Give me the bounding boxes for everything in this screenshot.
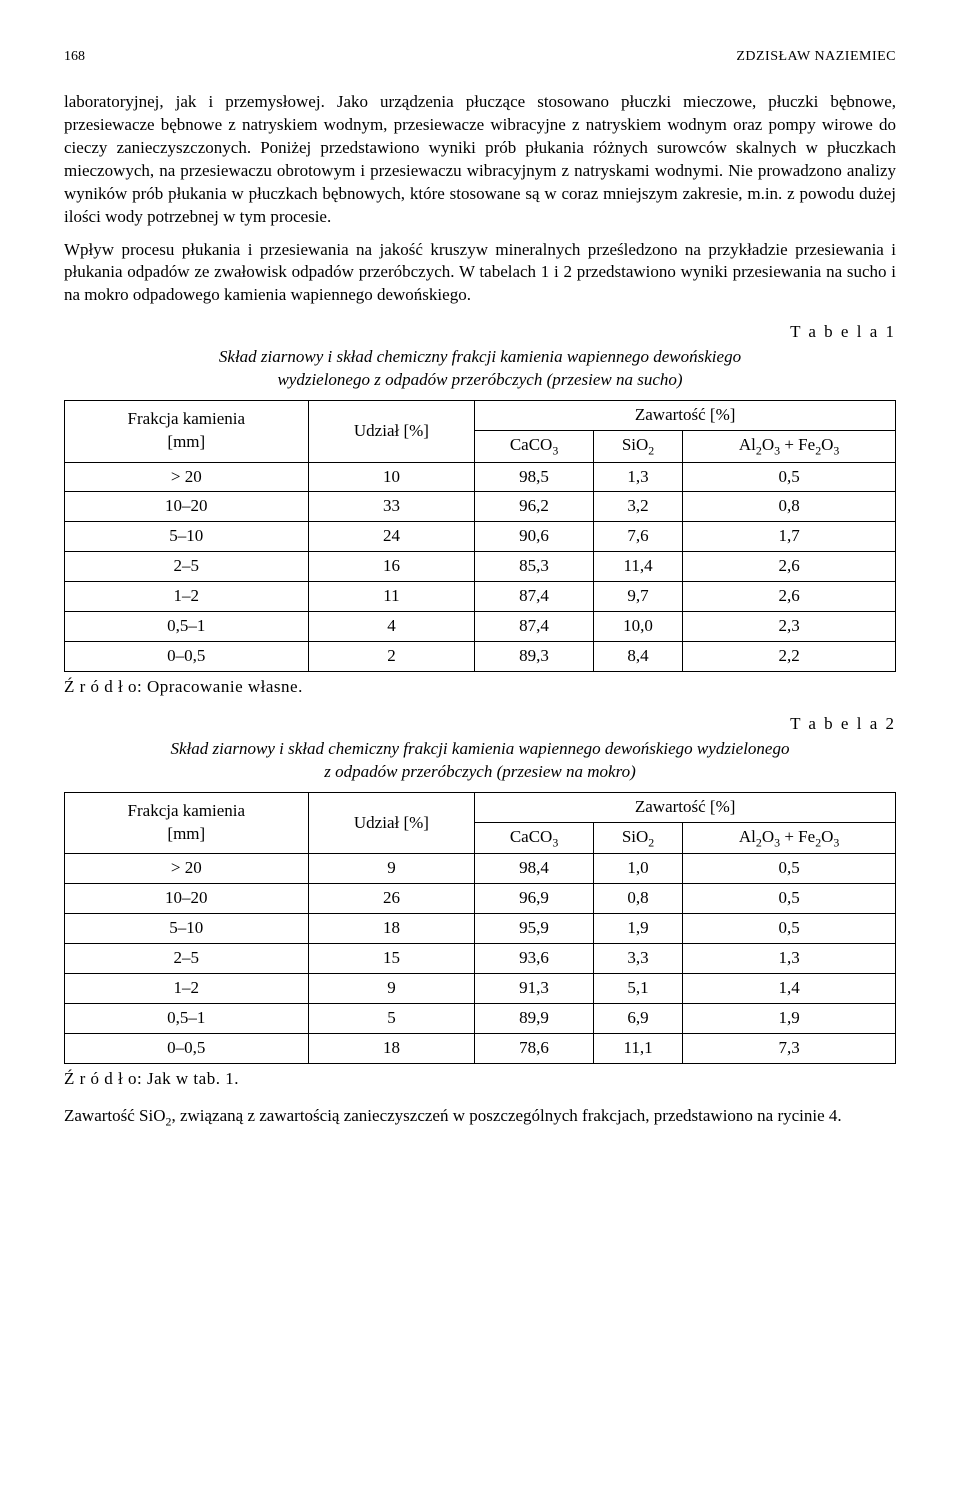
table1-head-fraction: Frakcja kamienia [mm] xyxy=(65,401,309,462)
table2-head-fraction: Frakcja kamienia [mm] xyxy=(65,792,309,853)
page-header: 168 ZDZISŁAW NAZIEMIEC xyxy=(64,48,896,67)
page-number: 168 xyxy=(64,48,85,67)
paragraph-1: laboratoryjnej, jak i przemysłowej. Jako… xyxy=(64,91,896,229)
table-row: 0,5–1589,96,91,9 xyxy=(65,1003,896,1033)
table2-head-alfe: Al2O3 + Fe2O3 xyxy=(683,822,896,853)
table2-body: > 20998,41,00,5 10–202696,90,80,5 5–1018… xyxy=(65,854,896,1064)
table-row: 5–102490,67,61,7 xyxy=(65,522,896,552)
table2-head-content: Zawartość [%] xyxy=(475,792,896,822)
table-row: 0–0,5289,38,42,2 xyxy=(65,642,896,672)
table-row: 5–101895,91,90,5 xyxy=(65,914,896,944)
table-row: 1–21187,49,72,6 xyxy=(65,582,896,612)
table2-head-share: Udział [%] xyxy=(308,792,475,853)
table1-head-share: Udział [%] xyxy=(308,401,475,462)
paragraph-3: Zawartość SiO2, związaną z zawartością z… xyxy=(64,1105,896,1129)
table2-head-caco3: CaCO3 xyxy=(475,822,594,853)
table1-source: Ź r ó d ł o: Opracowanie własne. xyxy=(64,676,896,699)
table1-label: T a b e l a 1 xyxy=(64,321,896,344)
table2-title: Skład ziarnowy i skład chemiczny frakcji… xyxy=(64,738,896,784)
table1-body: > 201098,51,30,5 10–203396,23,20,8 5–102… xyxy=(65,462,896,672)
table-row: 10–203396,23,20,8 xyxy=(65,492,896,522)
table-row: > 20998,41,00,5 xyxy=(65,854,896,884)
table2-label: T a b e l a 2 xyxy=(64,713,896,736)
table-row: 0–0,51878,611,17,3 xyxy=(65,1033,896,1063)
table1-head-caco3: CaCO3 xyxy=(475,431,594,462)
table1-title: Skład ziarnowy i skład chemiczny frakcji… xyxy=(64,346,896,392)
paragraph-2: Wpływ procesu płukania i przesiewania na… xyxy=(64,239,896,308)
table-row: 1–2991,35,11,4 xyxy=(65,973,896,1003)
table1-head-content: Zawartość [%] xyxy=(475,401,896,431)
table-row: 0,5–1487,410,02,3 xyxy=(65,612,896,642)
table-row: 2–51685,311,42,6 xyxy=(65,552,896,582)
page-author: ZDZISŁAW NAZIEMIEC xyxy=(736,48,896,67)
table2: Frakcja kamienia [mm] Udział [%] Zawarto… xyxy=(64,792,896,1064)
table2-head-sio2: SiO2 xyxy=(593,822,682,853)
table2-source: Ź r ó d ł o: Jak w tab. 1. xyxy=(64,1068,896,1091)
table1: Frakcja kamienia [mm] Udział [%] Zawarto… xyxy=(64,400,896,672)
table1-head-alfe: Al2O3 + Fe2O3 xyxy=(683,431,896,462)
table1-head-sio2: SiO2 xyxy=(593,431,682,462)
table-row: 2–51593,63,31,3 xyxy=(65,944,896,974)
table-row: > 201098,51,30,5 xyxy=(65,462,896,492)
table-row: 10–202696,90,80,5 xyxy=(65,884,896,914)
